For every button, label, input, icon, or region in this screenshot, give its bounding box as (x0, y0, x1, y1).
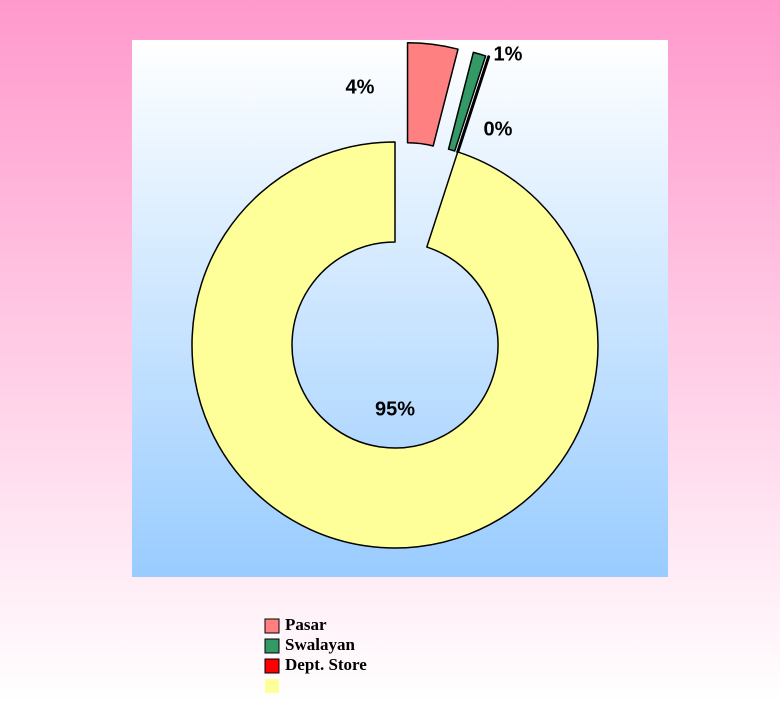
slice (191, 141, 599, 549)
data-label: 1% (494, 43, 523, 65)
slice (447, 51, 487, 152)
legend-swatch (264, 618, 280, 634)
legend-swatch (265, 679, 279, 693)
data-label: 0% (484, 118, 513, 140)
data-label: 95% (375, 398, 415, 420)
legend-label: Pasar (285, 615, 327, 634)
data-label: 4% (346, 76, 375, 98)
legend-label: Swalayan (285, 635, 355, 654)
legend-label: Dept. Store (285, 655, 367, 674)
slice (406, 42, 459, 147)
legend-swatch (264, 638, 280, 654)
legend-swatch (264, 658, 280, 674)
